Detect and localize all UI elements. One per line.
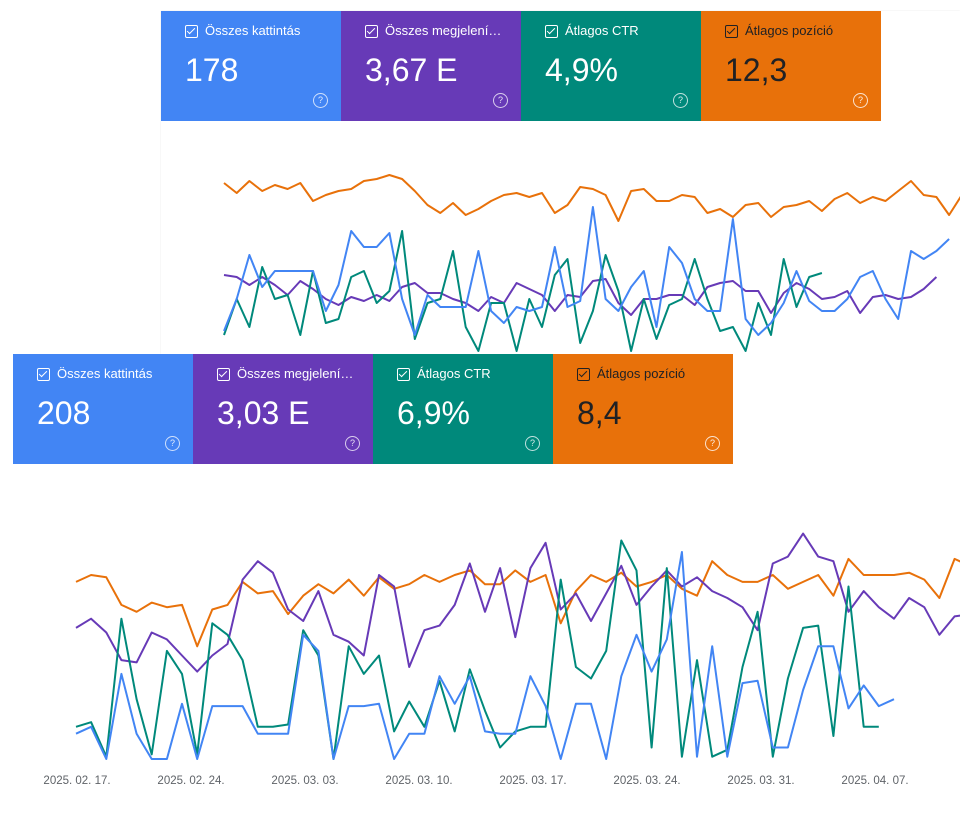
checkbox-checked-icon[interactable] — [37, 367, 50, 381]
series-line-átlagos-pozíció — [223, 174, 960, 222]
metric-label: Összes megjelení… — [385, 23, 502, 38]
question-circle-icon[interactable]: ? — [493, 93, 508, 108]
metric-card-clicks[interactable]: Összes kattintás 178 ? — [161, 11, 341, 121]
question-circle-icon[interactable]: ? — [313, 93, 328, 108]
metric-label: Átlagos CTR — [417, 366, 491, 381]
metric-label: Átlagos pozíció — [597, 366, 686, 381]
question-circle-icon[interactable]: ? — [853, 93, 868, 108]
metric-value: 6,9% — [397, 395, 470, 431]
series-line-átlagos-ctr — [75, 539, 879, 760]
x-tick-label: 2025. 03. 03. — [271, 775, 338, 787]
checkbox-checked-icon[interactable] — [365, 24, 378, 38]
series-line-összes-kattintás — [223, 206, 950, 336]
metric-card-impressions[interactable]: Összes megjelení… 3,67 E ? — [341, 11, 521, 121]
performance-panel-previous: Összes kattintás 178 ? Összes megjelení…… — [161, 11, 960, 354]
metric-label: Összes megjelení… — [237, 366, 354, 381]
question-circle-icon[interactable]: ? — [705, 436, 720, 451]
metric-card-position[interactable]: Átlagos pozíció 8,4 ? — [553, 354, 733, 464]
checkbox-checked-icon[interactable] — [397, 367, 410, 381]
metric-value: 178 — [185, 52, 239, 88]
x-tick-label: 2025. 03. 10. — [385, 775, 452, 787]
metric-value: 3,67 E — [365, 52, 458, 88]
question-circle-icon[interactable]: ? — [673, 93, 688, 108]
metric-card-clicks[interactable]: Összes kattintás 208 ? — [13, 354, 193, 464]
metric-value: 3,03 E — [217, 395, 310, 431]
x-tick-label: 2025. 03. 17. — [499, 775, 566, 787]
metric-value: 4,9% — [545, 52, 618, 88]
x-tick-label: 2025. 03. 24. — [613, 775, 680, 787]
series-line-átlagos-pozíció — [75, 557, 960, 648]
x-tick-label: 2025. 03. 31. — [727, 775, 794, 787]
x-tick-label: 2025. 04. 07. — [841, 775, 908, 787]
performance-chart-previous — [223, 174, 960, 352]
metric-cards-previous: Összes kattintás 178 ? Összes megjelení…… — [161, 11, 881, 121]
question-circle-icon[interactable]: ? — [165, 436, 180, 451]
performance-chart-current: 2025. 02. 17. 2025. 02. 24. 2025. 03. 03. 2… — [43, 532, 960, 787]
metric-card-ctr[interactable]: Átlagos CTR 6,9% ? — [373, 354, 553, 464]
metric-value: 8,4 — [577, 395, 622, 431]
metric-label: Összes kattintás — [205, 23, 301, 38]
question-circle-icon[interactable]: ? — [525, 436, 540, 451]
metric-card-impressions[interactable]: Összes megjelení… 3,03 E ? — [193, 354, 373, 464]
x-tick-label: 2025. 02. 24. — [157, 775, 224, 787]
metric-value: 208 — [37, 395, 91, 431]
checkbox-checked-icon[interactable] — [185, 24, 198, 38]
performance-panel-current: 2025. 02. 17. 2025. 02. 24. 2025. 03. 03. 2… — [13, 354, 960, 830]
metric-value: 12,3 — [725, 52, 788, 88]
metric-cards-current: Összes kattintás 208 ? Összes megjelení…… — [13, 354, 733, 464]
checkbox-checked-icon[interactable] — [725, 24, 738, 38]
metric-label: Összes kattintás — [57, 366, 153, 381]
checkbox-checked-icon[interactable] — [217, 367, 230, 381]
x-tick-label: 2025. 02. 17. — [43, 775, 110, 787]
metric-label: Átlagos CTR — [565, 23, 639, 38]
checkbox-checked-icon[interactable] — [545, 24, 558, 38]
metric-card-position[interactable]: Átlagos pozíció 12,3 ? — [701, 11, 881, 121]
question-circle-icon[interactable]: ? — [345, 436, 360, 451]
metric-label: Átlagos pozíció — [745, 23, 834, 38]
series-line-összes-megjelenítés — [75, 532, 960, 673]
metric-card-ctr[interactable]: Átlagos CTR 4,9% ? — [521, 11, 701, 121]
series-line-átlagos-ctr — [223, 230, 823, 352]
series-line-összes-kattintás — [75, 551, 895, 760]
checkbox-checked-icon[interactable] — [577, 367, 590, 381]
